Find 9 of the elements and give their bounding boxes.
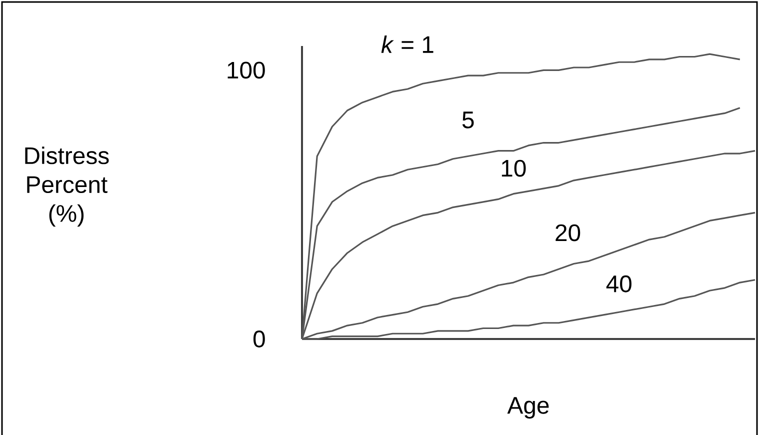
y-axis-title: Distress Percent (%) xyxy=(25,146,109,227)
series-label: 10 xyxy=(502,160,526,177)
series-label: 20 xyxy=(556,224,580,242)
series-label: 5 xyxy=(462,112,474,128)
y-tick-label: 0 xyxy=(253,330,265,348)
series-label: 40 xyxy=(606,275,632,292)
x-axis-title: Age xyxy=(507,397,549,419)
y-tick-label: 100 xyxy=(228,62,265,79)
series-label: k = 1 xyxy=(381,36,434,53)
